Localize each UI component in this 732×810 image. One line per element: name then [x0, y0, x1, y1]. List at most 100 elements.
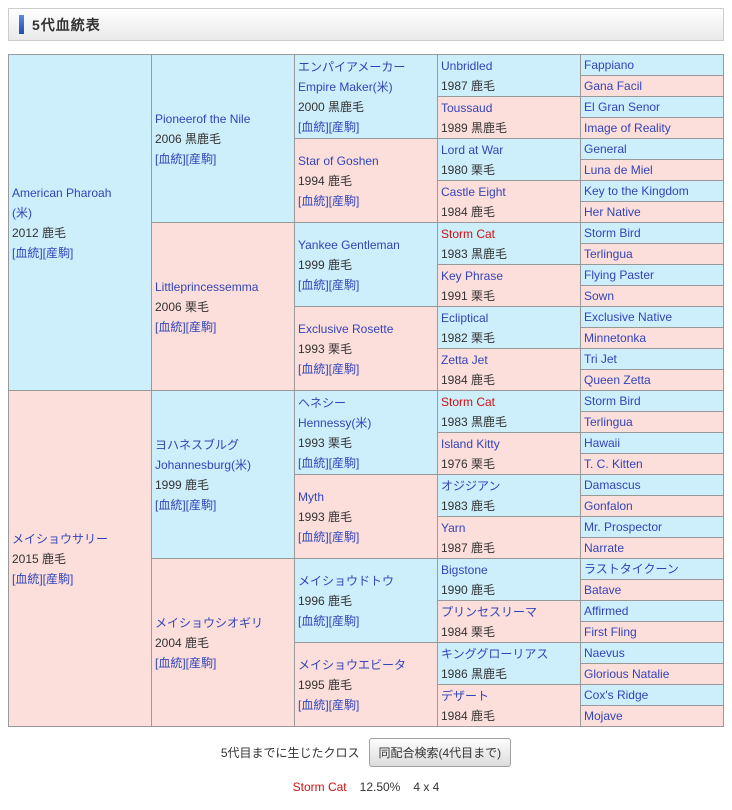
horse-link[interactable]: Myth	[298, 489, 325, 504]
horse-link[interactable]: Hennessy(米)	[298, 415, 372, 430]
pedigree-cell: Toussaud 1989 黒鹿毛	[437, 96, 581, 139]
horse-link[interactable]: Exclusive Rosette	[298, 321, 394, 336]
horse-link[interactable]: Exclusive Native	[584, 310, 673, 324]
horse-link[interactable]: Toussaud	[441, 100, 493, 115]
horse-link[interactable]: Johannesburg(米)	[155, 457, 252, 472]
horse-link[interactable]: Fappiano	[584, 58, 635, 72]
pedigree-detail-links[interactable]: [血統][産駒]	[155, 655, 217, 670]
horse-link[interactable]: オジジアン	[441, 478, 501, 493]
horse-link[interactable]: Image of Reality	[584, 121, 671, 135]
horse-link[interactable]: メイショウエビータ	[298, 657, 407, 672]
horse-link[interactable]: (米)	[12, 205, 32, 220]
horse-link[interactable]: キンググローリアス	[441, 646, 549, 661]
horse-link[interactable]: Storm Bird	[584, 226, 641, 240]
pedigree-cell: Bigstone 1990 鹿毛	[437, 558, 581, 601]
horse-info: 1982 栗毛	[441, 330, 496, 345]
horse-link[interactable]: Naevus	[584, 646, 625, 660]
horse-link[interactable]: ラストタイクーン	[584, 562, 679, 576]
horse-link[interactable]: Cox's Ridge	[584, 688, 649, 702]
pedigree-cell: Yankee Gentleman 1999 鹿毛 [血統][産駒]	[294, 222, 438, 307]
horse-link[interactable]: Her Native	[584, 205, 641, 219]
pedigree-cell: Flying Paster	[580, 264, 724, 286]
horse-link[interactable]: Key Phrase	[441, 268, 504, 283]
horse-link[interactable]: Ecliptical	[441, 310, 489, 325]
horse-link[interactable]: デザート	[441, 688, 490, 703]
pedigree-cell: ラストタイクーン	[580, 558, 724, 580]
horse-link[interactable]: Littleprincessemma	[155, 279, 259, 294]
horse-link[interactable]: Terlingua	[584, 415, 633, 429]
horse-link[interactable]: Flying Paster	[584, 268, 655, 282]
horse-link[interactable]: メイショウドトウ	[298, 573, 395, 588]
horse-link[interactable]: Star of Goshen	[298, 153, 379, 168]
horse-link[interactable]: First Fling	[584, 625, 637, 639]
horse-link[interactable]: General	[584, 142, 627, 156]
horse-link[interactable]: Lord at War	[441, 142, 504, 157]
horse-link[interactable]: Hawaii	[584, 436, 621, 450]
horse-link[interactable]: メイショウサリー	[12, 531, 109, 546]
horse-link[interactable]: Unbridled	[441, 58, 493, 73]
horse-link[interactable]: Yarn	[441, 520, 466, 535]
horse-info: 2006 黒鹿毛	[155, 131, 222, 146]
horse-link[interactable]: Key to the Kingdom	[584, 184, 689, 198]
horse-link[interactable]: Pioneerof the Nile	[155, 111, 251, 126]
horse-info: 1987 鹿毛	[441, 78, 496, 93]
pedigree-cell: Zetta Jet 1984 鹿毛	[437, 348, 581, 391]
pedigree-detail-links[interactable]: [血統][産駒]	[298, 119, 360, 134]
horse-link[interactable]: Luna de Miel	[584, 163, 653, 177]
horse-link[interactable]: ヨハネスブルグ	[155, 437, 240, 452]
pedigree-cell: Terlingua	[580, 411, 724, 433]
horse-link[interactable]: Gonfalon	[584, 499, 633, 513]
pedigree-detail-links[interactable]: [血統][産駒]	[298, 277, 360, 292]
horse-link[interactable]: Glorious Natalie	[584, 667, 670, 681]
horse-link[interactable]: Storm Bird	[584, 394, 641, 408]
horse-link[interactable]: Tri Jet	[584, 352, 617, 366]
horse-link[interactable]: Yankee Gentleman	[298, 237, 400, 252]
pedigree-detail-links[interactable]: [血統][産駒]	[155, 319, 217, 334]
pedigree-cell: Storm Bird	[580, 390, 724, 412]
pedigree-detail-links[interactable]: [血統][産駒]	[12, 245, 74, 260]
pedigree-detail-links[interactable]: [血統][産駒]	[12, 571, 74, 586]
horse-link[interactable]: Queen Zetta	[584, 373, 651, 387]
pedigree-detail-links[interactable]: [血統][産駒]	[155, 151, 217, 166]
pedigree-cell: Myth 1993 鹿毛 [血統][産駒]	[294, 474, 438, 559]
horse-link[interactable]: T. C. Kitten	[584, 457, 643, 471]
pedigree-detail-links[interactable]: [血統][産駒]	[298, 613, 360, 628]
pedigree-detail-links[interactable]: [血統][産駒]	[298, 455, 360, 470]
pedigree-detail-links[interactable]: [血統][産駒]	[298, 529, 360, 544]
horse-info: 1983 黒鹿毛	[441, 246, 508, 261]
horse-link[interactable]: Affirmed	[584, 604, 629, 618]
pedigree-detail-links[interactable]: [血統][産駒]	[298, 697, 360, 712]
horse-link[interactable]: メイショウシオギリ	[155, 615, 264, 630]
horse-link[interactable]: Mr. Prospector	[584, 520, 663, 534]
horse-link[interactable]: Empire Maker(米)	[298, 79, 393, 94]
horse-link[interactable]: プリンセスリーマ	[441, 604, 538, 619]
horse-link[interactable]: El Gran Senor	[584, 100, 661, 114]
horse-link[interactable]: Minnetonka	[584, 331, 647, 345]
horse-info: 1996 鹿毛	[298, 593, 353, 608]
horse-link[interactable]: Batave	[584, 583, 622, 597]
horse-link[interactable]: Terlingua	[584, 247, 633, 261]
pedigree-cell: First Fling	[580, 621, 724, 643]
horse-link[interactable]: American Pharoah	[12, 185, 112, 200]
pedigree-cell: Exclusive Native	[580, 306, 724, 328]
horse-info: 1987 鹿毛	[441, 540, 496, 555]
horse-link[interactable]: Gana Facil	[584, 79, 643, 93]
horse-link[interactable]: Island Kitty	[441, 436, 500, 451]
horse-link[interactable]: Mojave	[584, 709, 623, 723]
horse-link[interactable]: Narrate	[584, 541, 625, 555]
same-mating-search-button[interactable]: 同配合検索(4代目まで)	[368, 738, 512, 767]
horse-link[interactable]: Zetta Jet	[441, 352, 488, 367]
pedigree-detail-links[interactable]: [血統][産駒]	[298, 193, 360, 208]
horse-link[interactable]: ヘネシー	[298, 395, 347, 410]
horse-link[interactable]: エンパイアメーカー	[298, 59, 406, 74]
horse-info: 1993 鹿毛	[298, 509, 353, 524]
blue-accent-bar	[19, 15, 24, 34]
pedigree-detail-links[interactable]: [血統][産駒]	[298, 361, 360, 376]
horse-link[interactable]: Sown	[584, 289, 615, 303]
horse-link[interactable]: Castle Eight	[441, 184, 506, 199]
horse-link[interactable]: Bigstone	[441, 562, 488, 577]
pedigree-cell: Batave	[580, 579, 724, 601]
pedigree-detail-links[interactable]: [血統][産駒]	[155, 497, 217, 512]
pedigree-cell: Unbridled 1987 鹿毛	[437, 54, 581, 97]
horse-link[interactable]: Damascus	[584, 478, 641, 492]
